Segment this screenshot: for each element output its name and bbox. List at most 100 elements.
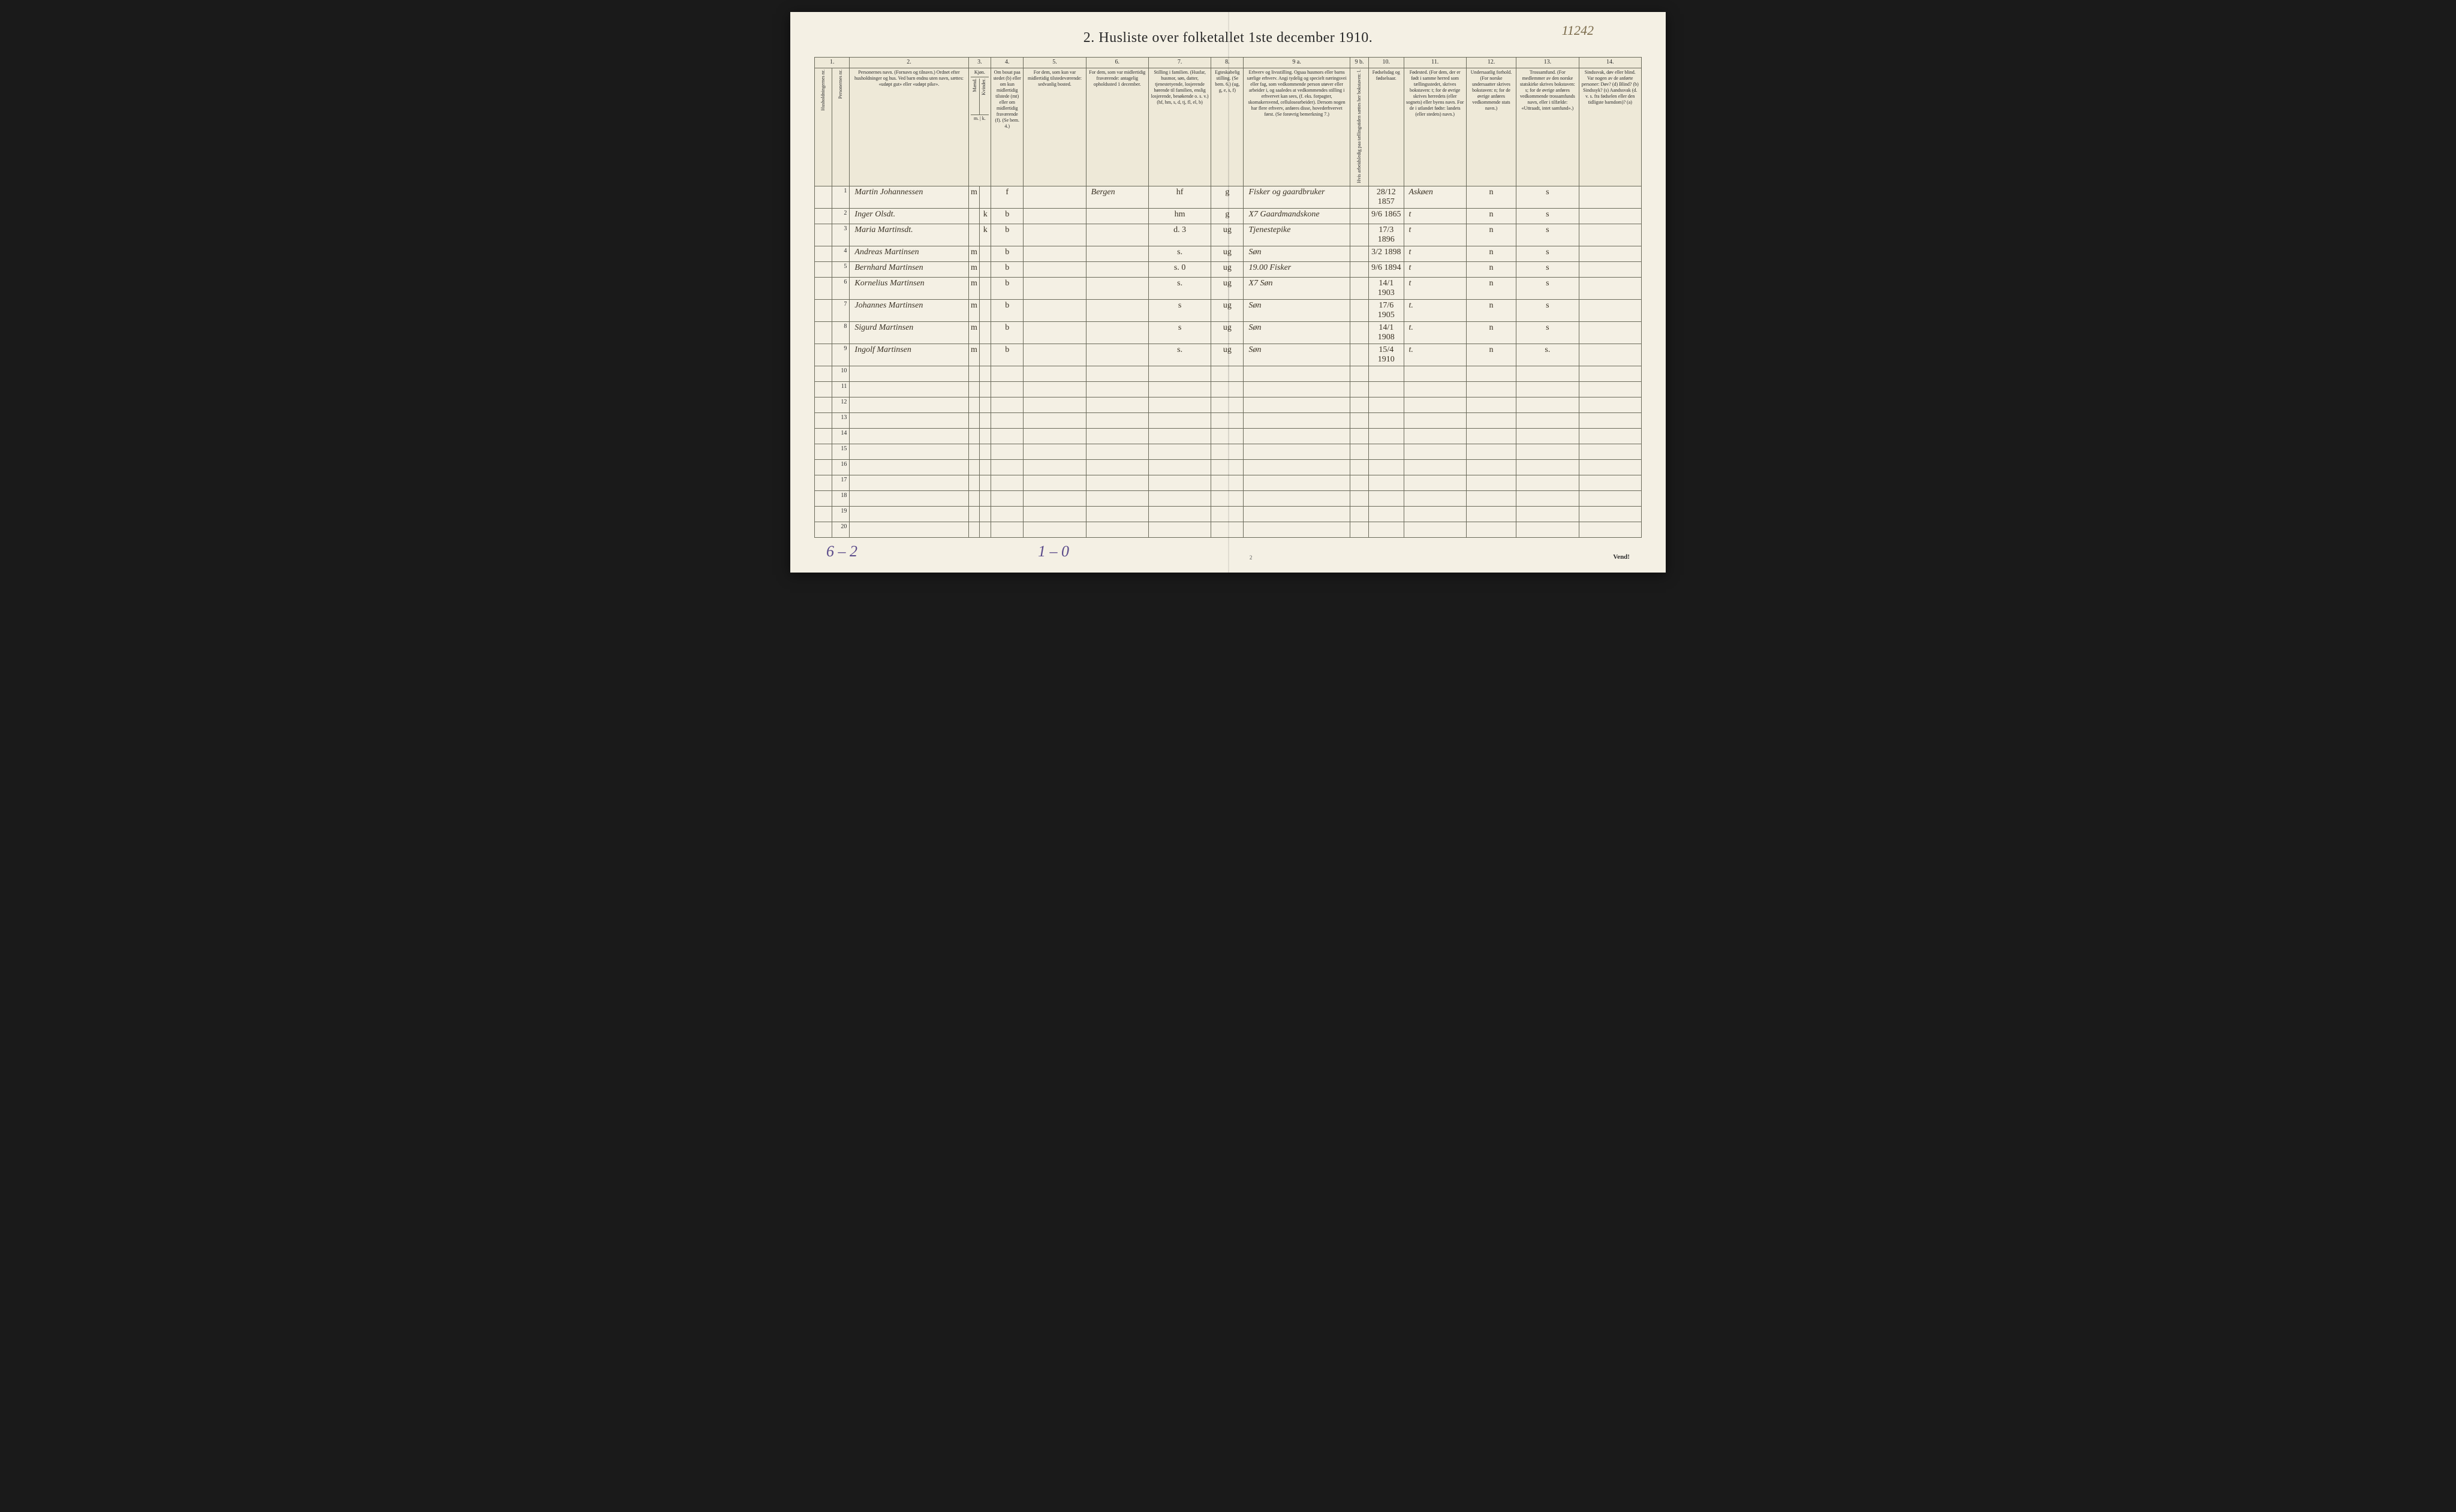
blank-cell [980,366,991,381]
blank-cell [1350,444,1368,459]
blank-cell [968,506,980,522]
blank-cell [850,428,968,444]
blank-cell [1086,412,1148,428]
colnum: 9 a. [1244,58,1350,68]
blank-cell [1579,522,1641,537]
family-position: s [1148,321,1211,344]
table-row: 4Andreas Martinsenmbs.ug Søn3/2 1898tns [815,246,1642,261]
birthplace: t [1404,246,1466,261]
religion: s [1516,246,1579,261]
person-no: 10 [832,366,850,381]
census-page: 11242 2. Husliste over folketallet 1ste … [790,12,1666,573]
blank-cell [1086,490,1148,506]
temp-absent [1086,224,1148,246]
header-birthdate: Fødselsdag og fødselsaar. [1369,68,1404,186]
blank-cell [968,459,980,475]
residence: b [991,246,1024,261]
person-name: Bernhard Martinsen [850,261,968,277]
blank-cell [1086,522,1148,537]
marital: ug [1211,299,1244,321]
header-family-position: Stilling i familien. (Husfar, husmor, sø… [1148,68,1211,186]
blank-cell [1211,444,1244,459]
blank-cell [1466,428,1516,444]
household-no [815,444,832,459]
temp-present [1024,246,1086,261]
blank-cell [1024,366,1086,381]
person-no: 1 [832,186,850,208]
blank-cell [1244,428,1350,444]
sex-k: k [980,208,991,224]
table-row-blank: 19 [815,506,1642,522]
birthplace: t [1404,277,1466,299]
disability [1579,224,1641,246]
header-occupation: Erhverv og livsstilling. Ogsaa husmors e… [1244,68,1350,186]
occupation: Søn [1244,299,1350,321]
residence: b [991,344,1024,366]
residence: b [991,321,1024,344]
family-position: s. [1148,344,1211,366]
unemployed [1350,321,1368,344]
page-title: 2. Husliste over folketallet 1ste decemb… [814,30,1642,46]
blank-cell [1350,412,1368,428]
header-nationality: Undersaatlig forhold. (For norske unders… [1466,68,1516,186]
person-no: 12 [832,397,850,412]
sex-k [980,299,991,321]
nationality: n [1466,277,1516,299]
person-name: Johannes Martinsen [850,299,968,321]
marital: ug [1211,246,1244,261]
blank-cell [1579,444,1641,459]
blank-cell [1024,475,1086,490]
blank-cell [1244,381,1350,397]
blank-cell [1404,381,1466,397]
blank-cell [1516,506,1579,522]
person-no: 19 [832,506,850,522]
birthdate: 9/6 1894 [1369,261,1404,277]
household-no [815,224,832,246]
sex-k [980,277,991,299]
marital: g [1211,186,1244,208]
household-no [815,208,832,224]
blank-cell [1369,366,1404,381]
header-row: Husholdningernes nr. Personernes nr. Per… [815,68,1642,186]
blank-cell [1466,506,1516,522]
blank-cell [1369,522,1404,537]
blank-cell [850,522,968,537]
table-row: 9Ingolf Martinsenmbs.ugSøn15/4 1910t.ns. [815,344,1642,366]
family-position: s [1148,299,1211,321]
household-no [815,246,832,261]
religion: s [1516,186,1579,208]
household-no [815,381,832,397]
unemployed [1350,344,1368,366]
blank-cell [991,366,1024,381]
blank-cell [1148,366,1211,381]
birthplace: t. [1404,344,1466,366]
blank-cell [980,444,991,459]
blank-cell [1086,459,1148,475]
household-no [815,490,832,506]
nationality: n [1466,321,1516,344]
colnum: 3. [968,58,991,68]
colnum: 2. [850,58,968,68]
temp-absent [1086,344,1148,366]
blank-cell [1516,490,1579,506]
sex-k: k [980,224,991,246]
family-position: hf [1148,186,1211,208]
header-temp-absent: For dem, som var midlertidig fraværende:… [1086,68,1148,186]
blank-cell [1211,366,1244,381]
blank-cell [968,490,980,506]
table-row-blank: 20 [815,522,1642,537]
blank-cell [980,397,991,412]
blank-cell [1211,522,1244,537]
table-row: 8Sigurd MartinsenmbsugSøn14/1 1908t.ns [815,321,1642,344]
person-no: 9 [832,344,850,366]
table-row-blank: 14 [815,428,1642,444]
blank-cell [991,506,1024,522]
blank-cell [1148,444,1211,459]
blank-cell [850,366,968,381]
household-no [815,321,832,344]
blank-cell [1086,366,1148,381]
household-no [815,506,832,522]
blank-cell [1579,490,1641,506]
header-person-no: Personernes nr. [832,68,850,186]
person-no: 8 [832,321,850,344]
